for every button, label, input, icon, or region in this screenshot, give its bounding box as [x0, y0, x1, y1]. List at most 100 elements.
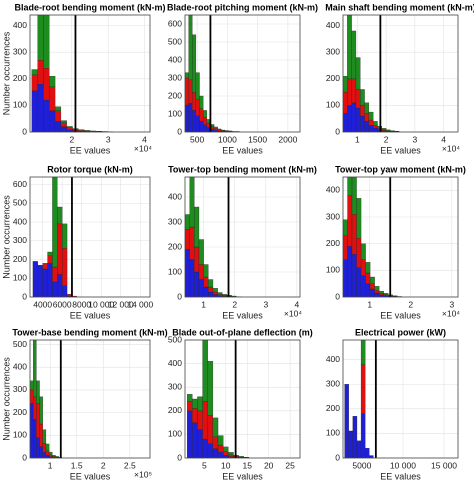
bar-segment — [365, 448, 370, 458]
bar-segment — [355, 107, 361, 132]
bar-segment — [31, 69, 38, 75]
subplot-title: Main shaft bending moment (kN-m) — [325, 2, 474, 12]
y-tick-label: 200 — [168, 90, 182, 100]
bar-segment — [31, 90, 38, 132]
bar-segment — [223, 451, 229, 456]
bar-segment — [385, 129, 391, 131]
bar-segment — [42, 429, 47, 444]
bar-segment — [217, 444, 224, 453]
bar-segment — [231, 295, 237, 297]
bar-segment — [188, 15, 193, 80]
y-tick-label: 500 — [13, 339, 27, 349]
subplot-title: Rotor torque (kN-m) — [47, 164, 133, 174]
bar-segment — [343, 219, 348, 236]
bar-segment — [347, 246, 353, 297]
bar-segment — [228, 452, 234, 455]
x-axis-label: EE values — [70, 471, 111, 481]
bar-segment — [47, 255, 53, 264]
bar-segment — [360, 340, 366, 365]
bar-segment — [356, 198, 362, 239]
x-tick-label: 2 — [69, 134, 74, 144]
bars — [343, 15, 400, 132]
bar-segment — [62, 248, 68, 286]
bar-segment — [30, 389, 34, 404]
y-axis-label: Number occurrences — [1, 195, 11, 279]
y-tick-label: 500 — [168, 334, 182, 344]
y-tick-label: 100 — [13, 100, 27, 110]
y-tick-label: 100 — [326, 265, 340, 275]
bar-segment — [203, 264, 209, 278]
bar-segment — [369, 276, 375, 284]
x-tick-label: 5000 — [352, 460, 371, 470]
bar-segment — [360, 275, 366, 297]
bar-segment — [217, 294, 223, 296]
bar-segment — [188, 103, 193, 132]
bar-segment — [213, 128, 218, 131]
bar-segment — [351, 78, 357, 103]
subplot: 0 100 200 300 400 1 2 3 4 Main shaft bending mome… — [325, 2, 474, 155]
bar-segment — [52, 281, 58, 297]
bar-segment — [52, 266, 58, 283]
axes-frame — [184, 176, 301, 298]
y-tick-label: 300 — [326, 379, 340, 389]
bar-segment — [203, 117, 207, 125]
bar-segment — [47, 251, 53, 256]
bar-segment — [30, 403, 34, 458]
x-multiplier: ×10⁴ — [442, 308, 460, 318]
bar-segment — [212, 436, 219, 449]
x-tick-label: 25 — [285, 460, 295, 470]
bar-segment — [390, 130, 395, 132]
bar-segment — [355, 57, 361, 90]
x-axis-label: EE values — [380, 471, 421, 481]
y-tick-label: 100 — [168, 108, 182, 118]
x-tick-label: 10 000 — [390, 460, 416, 470]
bar-segment — [39, 396, 43, 425]
bar-segment — [198, 239, 204, 265]
axes-frame — [29, 176, 151, 298]
x-axis-label: EE values — [222, 310, 263, 320]
y-tick-label: 100 — [13, 430, 27, 440]
y-tick-label: 0 — [22, 452, 27, 462]
bar-segment — [202, 340, 208, 402]
bar-segment — [33, 396, 37, 420]
bar-segment — [49, 110, 56, 132]
bar-segment — [212, 291, 218, 295]
y-tick-label: 200 — [168, 405, 182, 415]
bar-segment — [381, 128, 387, 130]
y-tick-label: 400 — [168, 358, 182, 368]
bar-segment — [364, 113, 370, 122]
x-axis-label: EE values — [380, 310, 421, 320]
bar-segment — [369, 288, 375, 297]
x-axis-label: EE values — [222, 471, 263, 481]
y-tick-label: 400 — [326, 185, 340, 195]
bar-segment — [78, 129, 85, 131]
bar-segment — [217, 435, 224, 446]
y-tick-label: 400 — [168, 54, 182, 64]
bar-segment — [186, 394, 193, 402]
bars — [31, 15, 114, 132]
x-tick-label: 2.5 — [124, 460, 136, 470]
bar-segment — [43, 68, 50, 101]
x-tick-label: 3 — [413, 134, 418, 144]
x-tick-label: 2 — [101, 460, 106, 470]
y-tick-label: 400 — [168, 191, 182, 201]
bar-segment — [198, 264, 204, 280]
y-tick-label: 100 — [13, 273, 27, 283]
bar-segment — [351, 177, 357, 215]
y-tick-label: 0 — [335, 291, 340, 301]
bar-segment — [355, 89, 361, 109]
bar-segment — [198, 279, 204, 297]
bar-segment — [37, 83, 44, 132]
bar-segment — [374, 292, 380, 297]
bar-segment — [343, 76, 348, 93]
bar-segment — [356, 440, 362, 458]
bar-segment — [203, 276, 209, 288]
x-tick-label: 3 — [106, 134, 111, 144]
y-tick-label: 300 — [13, 235, 27, 245]
bar-segment — [33, 419, 37, 458]
y-tick-label: 0 — [335, 452, 340, 462]
y-tick-label: 400 — [13, 216, 27, 226]
y-tick-label: 400 — [326, 20, 340, 30]
bar-segment — [52, 455, 56, 457]
bar-segment — [33, 340, 37, 397]
